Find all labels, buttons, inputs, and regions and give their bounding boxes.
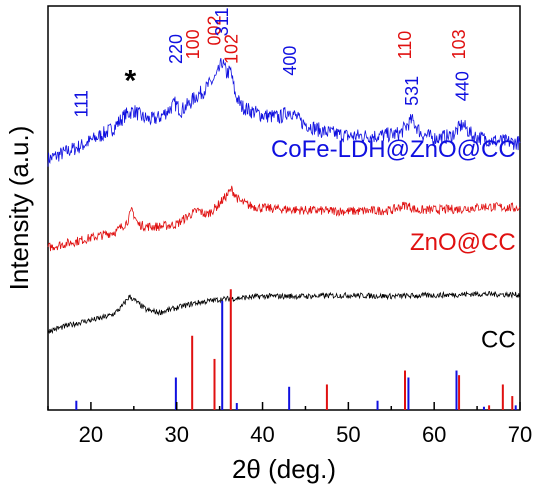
- x-tick-label: 40: [250, 422, 274, 447]
- x-tick-label: 20: [79, 422, 103, 447]
- trace-cc: [47, 290, 521, 334]
- x-axis-label: 2θ (deg.): [232, 454, 336, 484]
- series-name-label: CoFe-LDH@ZnO@CC: [271, 136, 516, 163]
- x-axis-ticks: 20 30 40 50 60 70: [47, 402, 532, 447]
- reference-lines-group: [75, 289, 517, 410]
- x-tick-label: 60: [422, 422, 446, 447]
- peak-label: 220: [166, 34, 186, 64]
- trace-cofe-ldh-zno-cc: [47, 57, 521, 167]
- peak-label: 311: [212, 7, 232, 36]
- traces-group: [47, 57, 521, 334]
- peak-label: 440: [453, 71, 473, 101]
- peak-label: 102: [222, 34, 242, 64]
- series-name-label: ZnO@CC: [410, 229, 516, 256]
- x-tick-label: 30: [164, 422, 188, 447]
- peak-label: 111: [71, 90, 91, 117]
- trace-zno-cc: [47, 185, 521, 252]
- peak-label: 531: [402, 76, 422, 106]
- asterisk-annotation: *: [125, 64, 137, 97]
- peak-label: 103: [449, 29, 469, 59]
- peak-label: 400: [280, 46, 300, 76]
- y-axis-label: Intensity (a.u.): [4, 126, 34, 291]
- series-name-label: CC: [481, 326, 516, 353]
- peak-label: 002: [204, 15, 224, 45]
- peak-label: 110: [395, 31, 415, 60]
- x-tick-label: 50: [336, 422, 360, 447]
- peak-label: 100: [183, 29, 203, 59]
- x-tick-label: 70: [508, 422, 532, 447]
